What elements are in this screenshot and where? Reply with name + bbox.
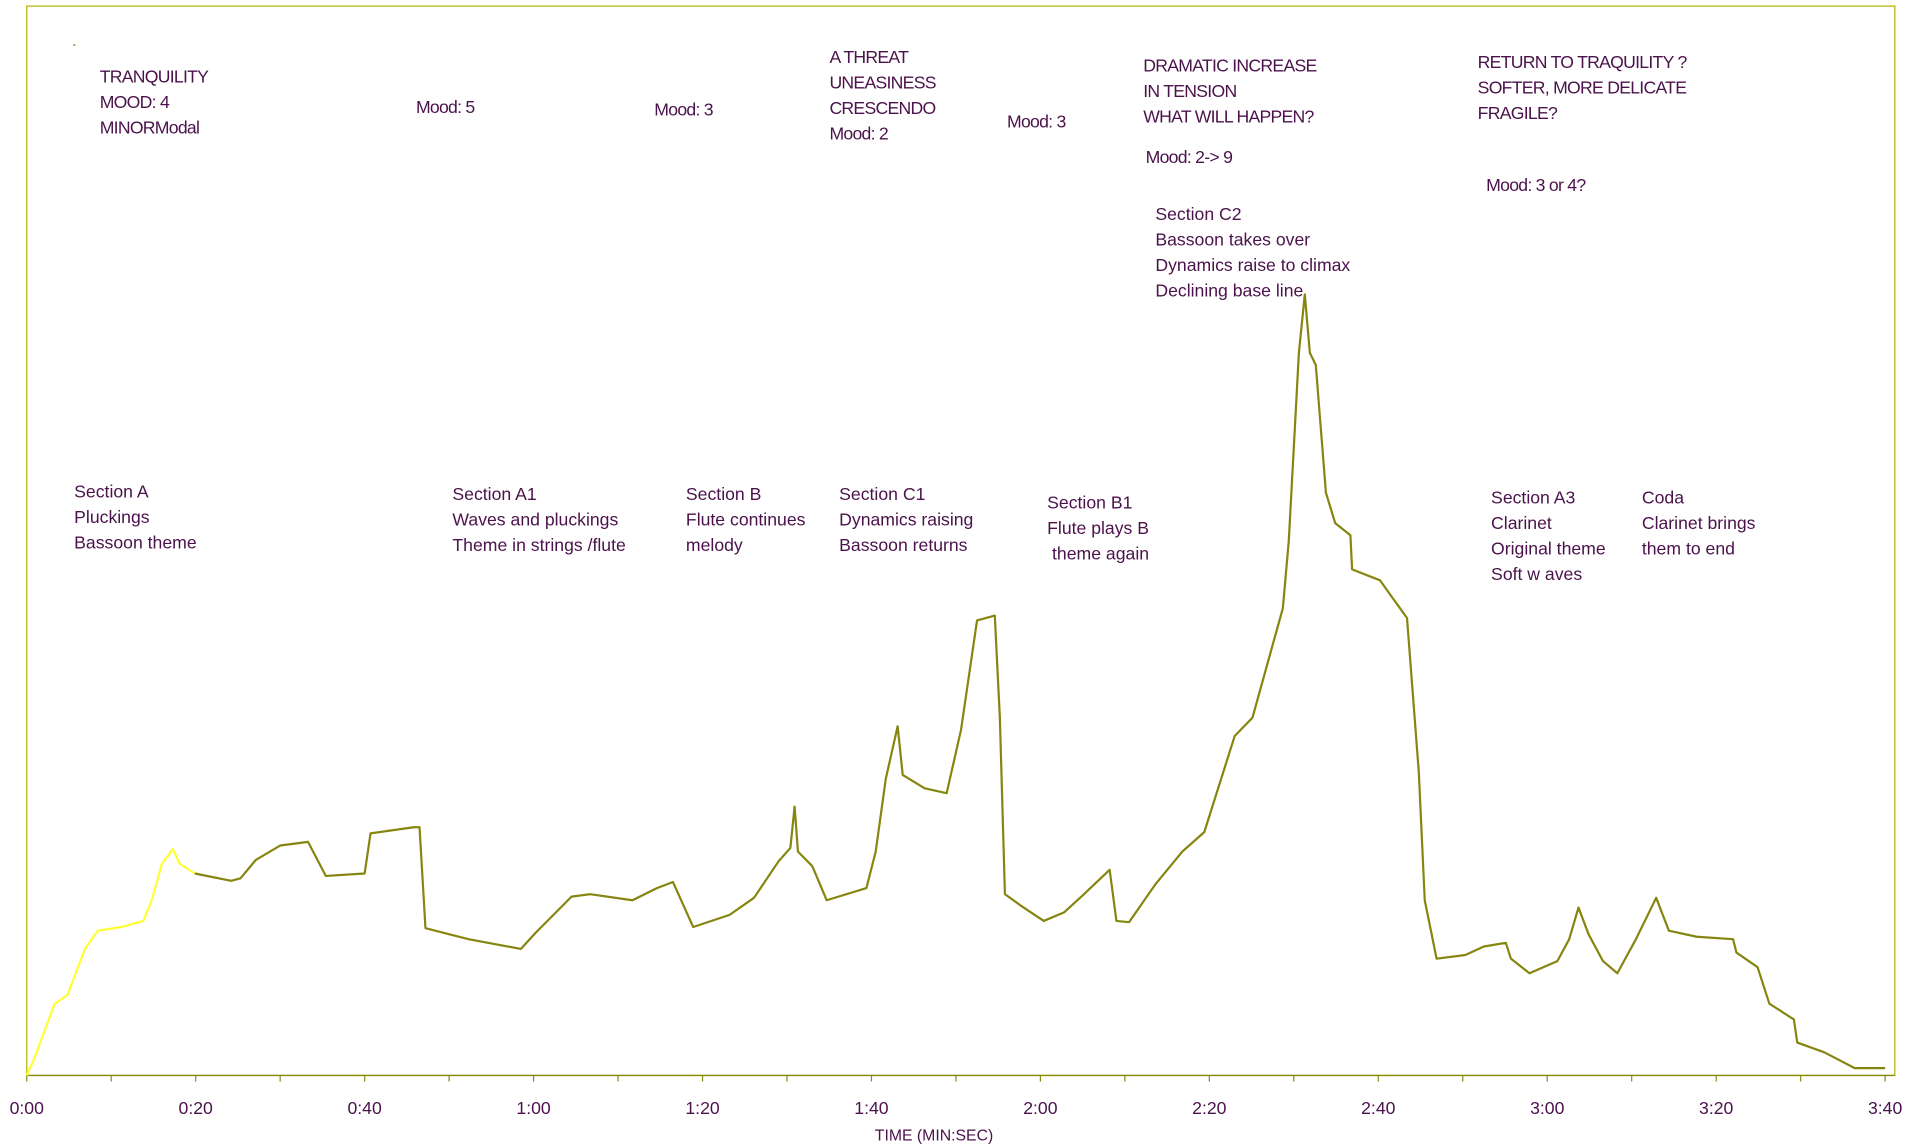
annotation: Bassoon theme (74, 532, 197, 552)
annotation: Mood: 3 (1007, 112, 1066, 132)
annotation: them to end (1642, 539, 1735, 559)
annotation: Section A (74, 481, 149, 501)
annotation: Coda (1642, 487, 1684, 507)
series-line (25, 848, 196, 1076)
annotation: Section A3 (1491, 487, 1575, 507)
annotation: Mood: 3 (654, 99, 713, 119)
annotation: Flute continues (686, 509, 806, 529)
annotation: Clarinet (1491, 513, 1552, 533)
annotation: melody (686, 535, 743, 555)
annotation: FRAGILE? (1478, 103, 1558, 123)
annotation: Section B1 (1047, 492, 1132, 512)
annotation: Mood: 5 (416, 97, 475, 117)
annotation: CRESCENDO (829, 98, 935, 118)
x-tick-label: 2:00 (1023, 1098, 1057, 1118)
annotation: Clarinet brings (1642, 513, 1756, 533)
annotation: RETURN TO TRAQUILITY ? (1478, 52, 1688, 72)
annotation: Section A1 (452, 484, 536, 504)
series-line (194, 293, 1886, 1070)
x-tick-label: 2:20 (1192, 1098, 1226, 1118)
annotation: MINORModal (100, 118, 199, 138)
annotation: Soft w aves (1491, 564, 1582, 584)
annotation: Dynamics raise to climax (1155, 255, 1350, 275)
annotation: Theme in strings /flute (452, 535, 626, 555)
x-tick-label: 0:40 (347, 1098, 381, 1118)
annotation: Mood: 2 (829, 124, 888, 144)
annotation: Section C1 (839, 484, 925, 504)
x-tick-label: 2:40 (1361, 1098, 1395, 1118)
x-tick-label: 0:20 (179, 1098, 213, 1118)
annotation: Bassoon takes over (1155, 230, 1310, 250)
x-tick-label: 1:40 (854, 1098, 888, 1118)
annotation: MOOD: 4 (100, 92, 170, 112)
annotation: Flute plays B (1047, 518, 1149, 538)
x-tick-label: 3:20 (1699, 1098, 1733, 1118)
x-axis-title: TIME (MIN:SEC) (875, 1127, 993, 1144)
annotation: DRAMATIC INCREASE (1143, 56, 1316, 76)
annotation: theme again (1047, 543, 1149, 563)
annotation: Bassoon returns (839, 535, 968, 555)
annotation: UNEASINESS (829, 73, 935, 93)
x-tick-label: 1:00 (516, 1098, 550, 1118)
annotation: Section C2 (1155, 204, 1241, 224)
annotation: WHAT WILL HAPPEN? (1143, 107, 1314, 127)
annotation: Dynamics raising (839, 509, 973, 529)
annotation: Mood: 3 or 4? (1486, 175, 1586, 195)
x-tick-label: 3:40 (1868, 1098, 1902, 1118)
annotation: IN TENSION (1143, 81, 1236, 101)
annotation: SOFTER, MORE DELICATE (1478, 77, 1687, 97)
annotation: TRANQUILITY (100, 67, 209, 87)
annotation: Mood: 2-> 9 (1146, 147, 1233, 167)
x-tick-label: 0:00 (10, 1098, 44, 1118)
annotation: Declining base line (1155, 281, 1303, 301)
annotation: A THREAT (829, 47, 909, 67)
x-tick-label: 3:00 (1530, 1098, 1564, 1118)
annotation: Pluckings (74, 507, 150, 527)
annotation: Original theme (1491, 539, 1606, 559)
annotation: Section B (686, 484, 761, 504)
x-tick-label: 1:20 (685, 1098, 719, 1118)
annotation: Waves and pluckings (452, 509, 618, 529)
